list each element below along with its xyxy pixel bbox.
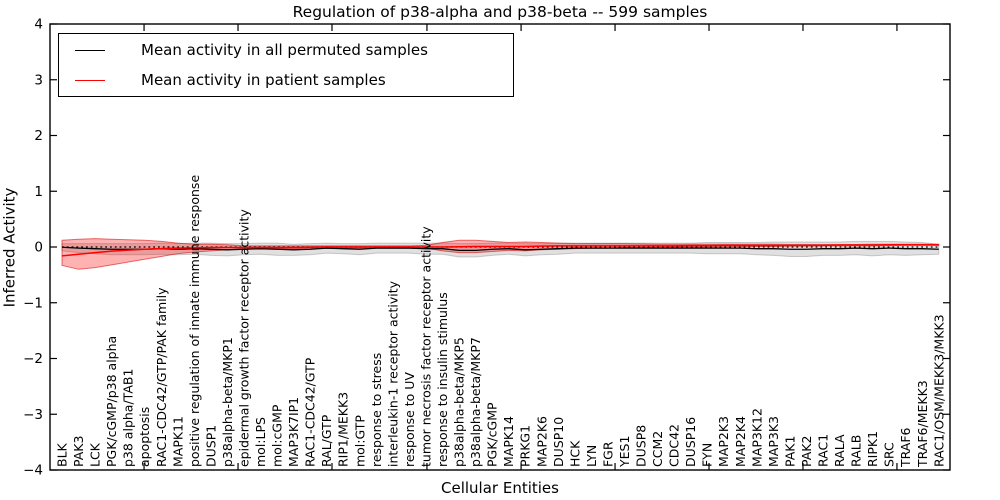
y-tick-label: −3 <box>23 407 43 423</box>
x-tick-label: p38 alpha/TAB1 <box>121 369 136 467</box>
x-tick-label: DUSP16 <box>683 417 698 467</box>
legend-item: Mean activity in patient samples <box>59 65 513 95</box>
x-tick-label: MAP2K4 <box>733 416 748 467</box>
x-tick-label: FYN <box>700 443 715 467</box>
chart-title: Regulation of p38-alpha and p38-beta -- … <box>292 3 708 21</box>
x-tick-label: epidermal growth factor receptor activit… <box>236 209 251 467</box>
x-tick-label: MAP3K3 <box>766 416 781 467</box>
patient-mean-line <box>61 244 939 257</box>
x-tick-label: RAC1/OSM/MEKK3/MKK3 <box>931 314 946 467</box>
x-tick-label: BLK <box>55 442 70 467</box>
legend-item: Mean activity in all permuted samples <box>59 35 513 65</box>
x-tick-label: PGK/cGMP/p38 alpha <box>104 336 119 467</box>
x-tick-label: interleukin-1 receptor activity <box>385 280 400 467</box>
x-tick-label: MAP3K12 <box>749 408 764 467</box>
y-tick-label: 2 <box>34 128 43 144</box>
y-tick-label: 3 <box>34 72 43 88</box>
x-tick-label: CDC42 <box>667 424 682 467</box>
x-tick-label: apoptosis <box>137 407 152 467</box>
x-tick-label: RALB <box>849 435 864 467</box>
x-tick-label: p38alpha-beta/MKP7 <box>468 337 483 467</box>
x-tick-label: PAK3 <box>71 436 86 467</box>
x-tick-label: RAC1 <box>815 434 830 467</box>
y-axis-label: Inferred Activity <box>0 187 19 308</box>
x-tick-label: MAPK14 <box>501 416 516 467</box>
legend-line-sample <box>75 79 105 81</box>
x-tick-label: positive regulation of innate immune res… <box>187 175 202 467</box>
x-axis-label: Cellular Entities <box>441 479 559 497</box>
x-tick-label: DUSP10 <box>551 417 566 467</box>
x-tick-label: TRAF6 <box>898 427 913 468</box>
y-tick-label: 4 <box>34 17 43 33</box>
x-tick-label: response to insulin stimulus <box>435 292 450 467</box>
x-tick-label: LCK <box>88 442 103 467</box>
y-tick-label: 1 <box>34 184 43 200</box>
x-tick-label: mol:cGMP <box>270 404 285 467</box>
legend-item-label: Mean activity in all permuted samples <box>141 41 428 59</box>
x-tick-label: YES1 <box>617 436 632 468</box>
y-tick-label: 0 <box>34 240 43 256</box>
x-tick-label: DUSP8 <box>634 425 649 467</box>
x-tick-label: DUSP1 <box>203 425 218 467</box>
x-tick-label: MAP2K3 <box>716 416 731 467</box>
x-tick-label: RIPK1 <box>865 431 880 467</box>
x-tick-label: FGR <box>600 441 615 467</box>
x-tick-label: p38alpha-beta/MKP5 <box>452 337 467 467</box>
x-tick-label: CCM2 <box>650 431 665 467</box>
x-tick-label: mol:GTP <box>352 415 367 467</box>
permuted-mean-line <box>61 246 939 251</box>
x-tick-label: RIP1/MEKK3 <box>336 392 351 467</box>
x-tick-label: RAC1-CDC42/GTP/PAK family <box>154 287 169 467</box>
y-tick-label: −4 <box>23 463 43 479</box>
x-tick-label: tumor necrosis factor receptor activity <box>418 226 433 467</box>
x-tick-label: RAL/GTP <box>319 414 334 467</box>
y-tick-label: −2 <box>23 351 43 367</box>
x-tick-label: p38alpha-beta/MKP1 <box>220 337 235 467</box>
x-tick-label: response to stress <box>369 353 384 467</box>
legend-item-label: Mean activity in patient samples <box>141 71 386 89</box>
x-tick-label: mol:LPS <box>253 417 268 467</box>
x-tick-label: PRKG1 <box>518 425 533 467</box>
x-tick-label: RAC1-CDC42/GTP <box>303 357 318 467</box>
x-tick-label: MAPK11 <box>170 416 185 467</box>
x-tick-label: PAK2 <box>799 436 814 467</box>
y-tick-label: −1 <box>23 295 43 311</box>
x-tick-label: response to UV <box>402 372 417 467</box>
x-tick-label: TRAF6/MEKK3 <box>915 380 930 468</box>
x-tick-label: PGK/cGMP <box>485 402 500 467</box>
x-tick-label: SRC <box>882 442 897 467</box>
x-tick-label: MAP2K6 <box>534 416 549 467</box>
legend-line-sample <box>75 49 105 51</box>
x-tick-label: HCK <box>567 440 582 467</box>
x-tick-label: PAK1 <box>782 436 797 467</box>
legend: Mean activity in all permuted samples Mea… <box>58 33 514 97</box>
x-tick-label: MAP3K7IP1 <box>286 397 301 467</box>
x-tick-label: LYN <box>584 445 599 467</box>
x-tick-label: RALA <box>832 434 847 467</box>
